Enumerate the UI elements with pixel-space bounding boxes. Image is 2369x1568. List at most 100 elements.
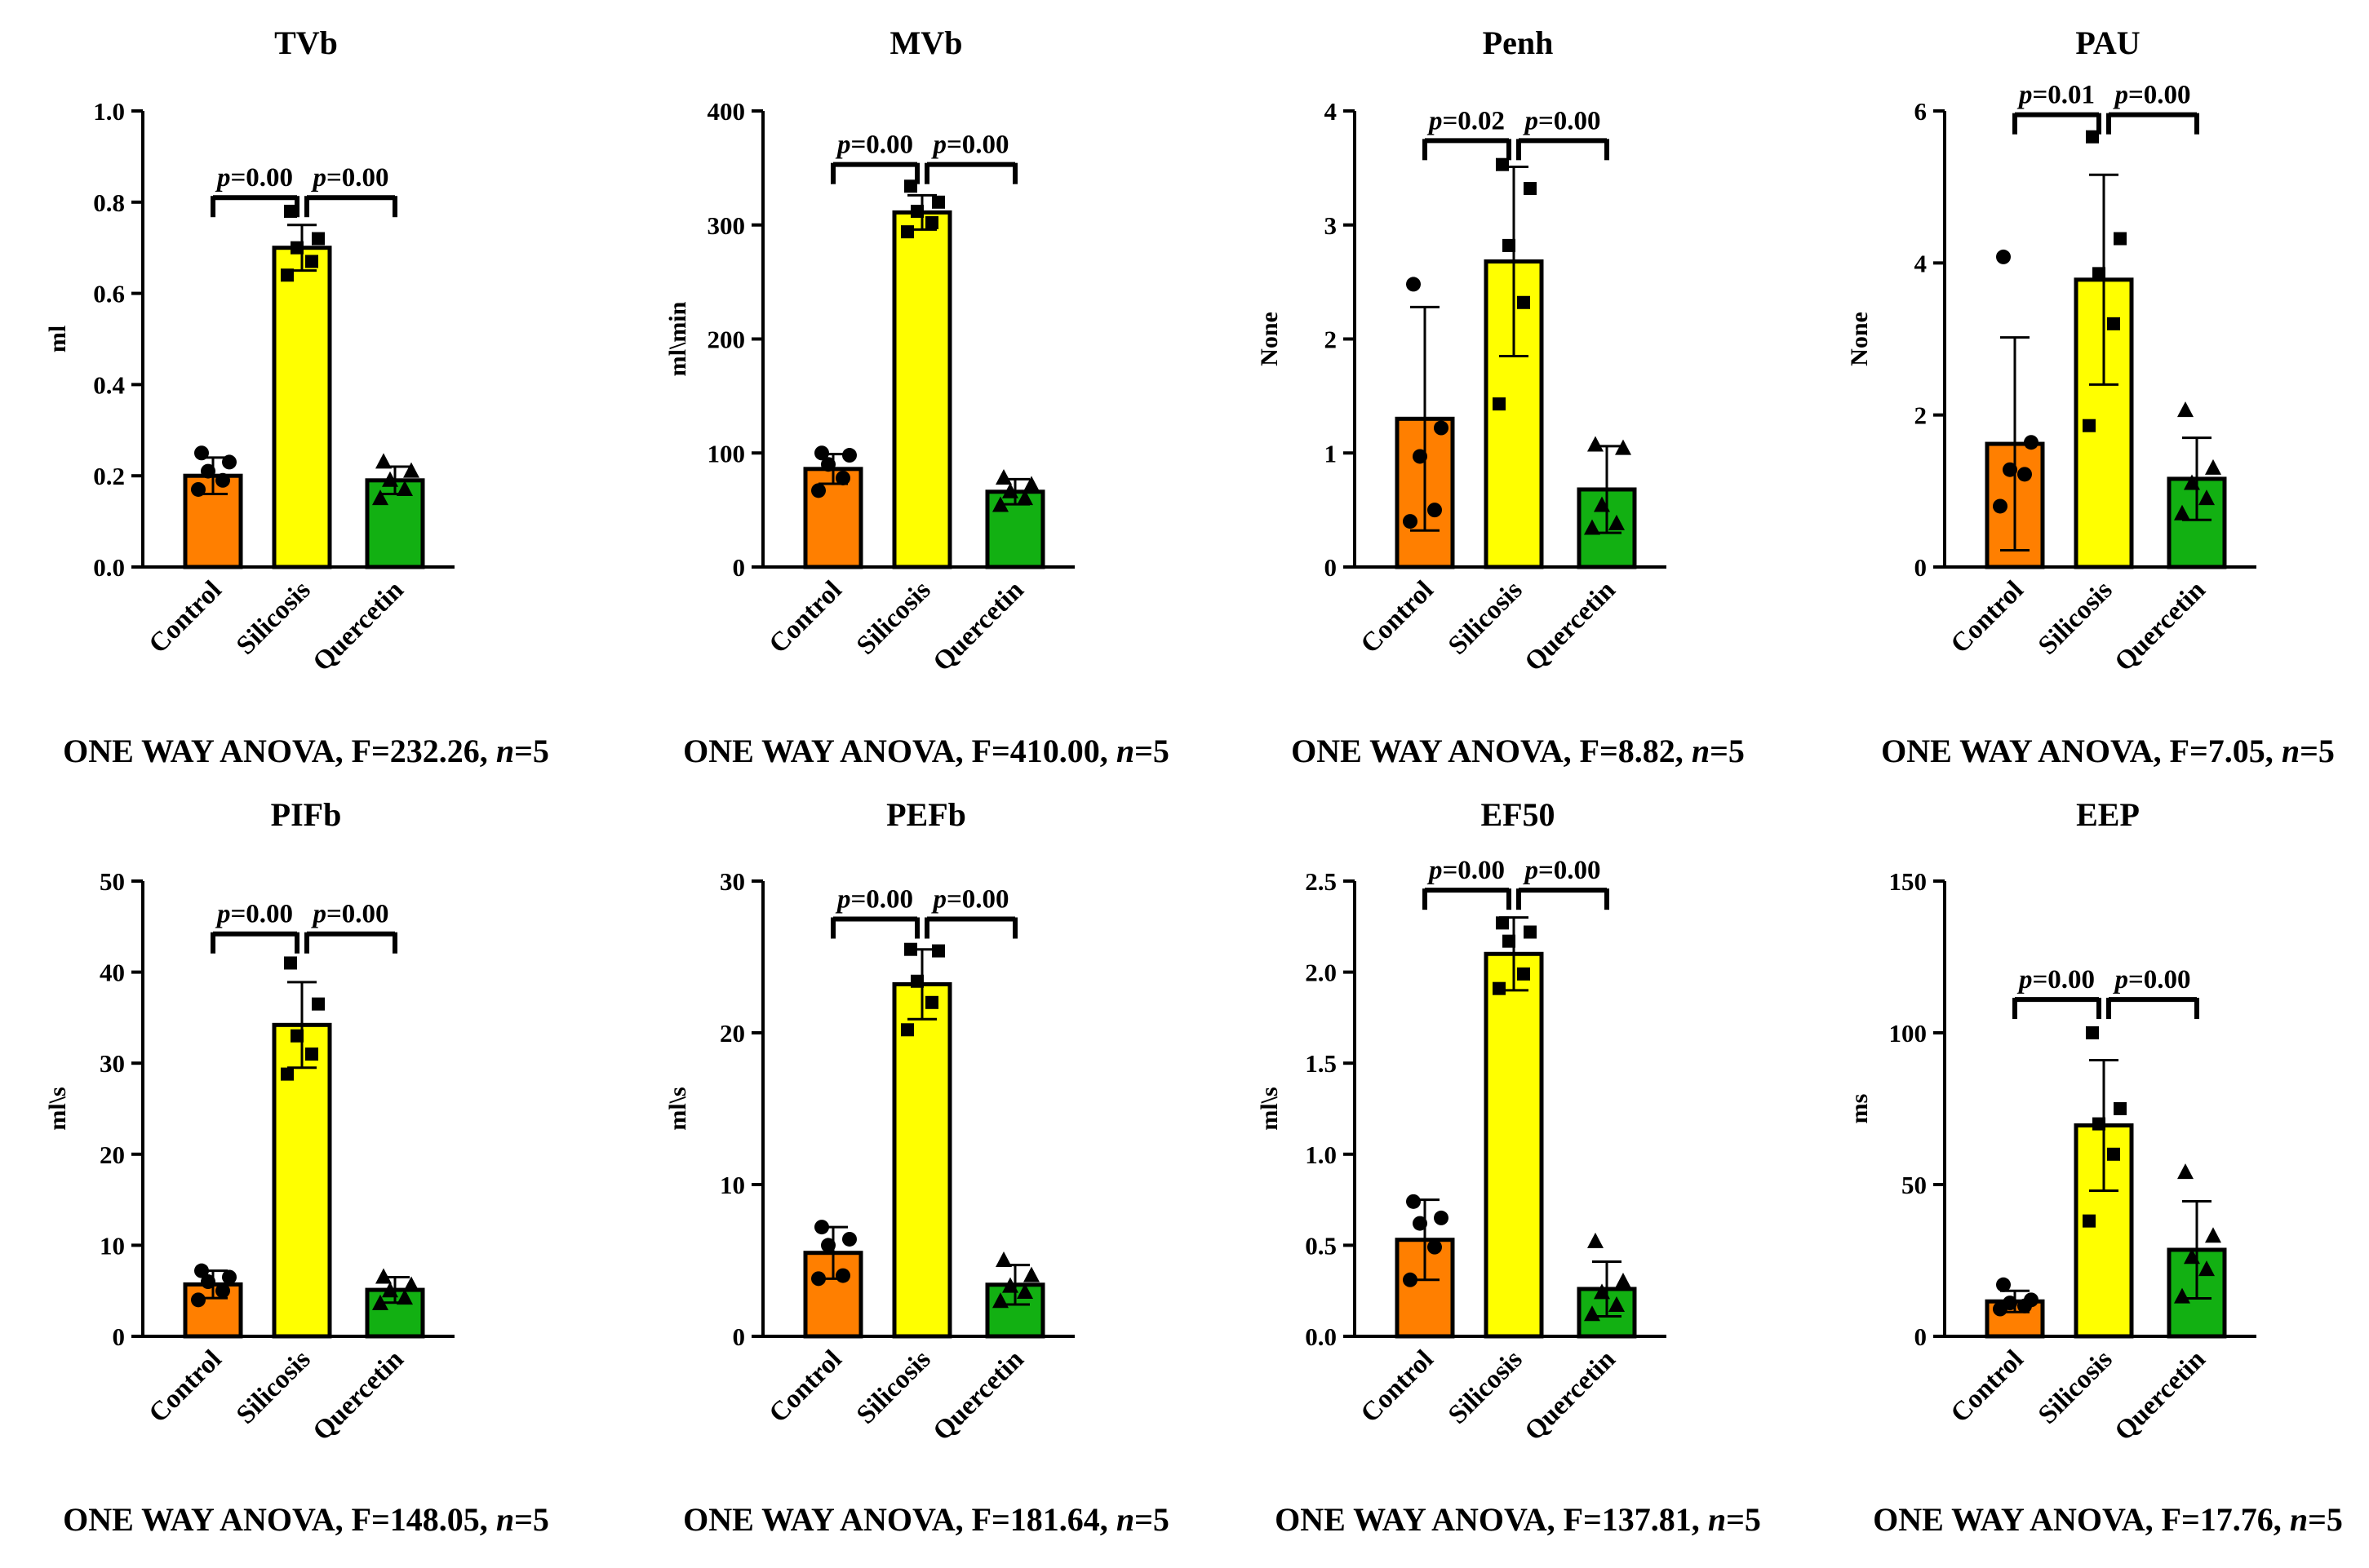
y-tick-label: 0 xyxy=(1324,553,1338,582)
data-point-triangle xyxy=(403,462,419,478)
significance-label: p=0.00 xyxy=(215,900,293,929)
data-point-circle xyxy=(1406,1194,1421,1209)
anova-caption-n-value: =5 xyxy=(514,1501,549,1538)
bar-silicosis xyxy=(272,246,332,569)
y-tick-label: 2 xyxy=(1324,326,1338,354)
y-axis-label: ml\min xyxy=(664,301,691,376)
data-point-triangle xyxy=(2198,489,2215,506)
y-tick-label: 50 xyxy=(1901,1171,1927,1199)
category-label: Silicosis xyxy=(2033,575,2118,661)
y-tick-label: 20 xyxy=(720,1019,745,1048)
y-tick-label: 0 xyxy=(113,1322,126,1351)
data-point-square xyxy=(1496,157,1509,171)
data-point-triangle xyxy=(372,1294,388,1310)
data-point-square xyxy=(904,942,917,956)
category-label: Quercetin xyxy=(308,575,410,677)
category-label: Control xyxy=(144,575,228,659)
significance-label: p=0.00 xyxy=(1426,856,1505,885)
data-point-circle xyxy=(842,1231,857,1247)
data-point-triangle xyxy=(1002,1277,1018,1293)
data-point-triangle xyxy=(1584,519,1600,535)
data-point-square xyxy=(1524,925,1537,939)
data-point-triangle xyxy=(382,1282,398,1298)
data-point-circle xyxy=(1403,514,1417,529)
y-tick-label: 2.5 xyxy=(1305,867,1337,896)
data-point-square xyxy=(2086,1026,2099,1039)
y-tick-label: 20 xyxy=(100,1141,125,1169)
y-tick-label: 1.0 xyxy=(93,97,125,126)
data-point-circle xyxy=(1993,498,2007,514)
y-axis-label: ml\s xyxy=(44,1087,71,1130)
y-tick-label: 200 xyxy=(708,326,746,354)
y-tick-label: 100 xyxy=(708,439,746,467)
anova-caption-text: ONE WAY ANOVA, F=7.05, xyxy=(1881,733,2282,769)
data-point-circle xyxy=(814,445,829,461)
y-axis-label: ml xyxy=(44,326,71,352)
data-point-triangle xyxy=(1584,1305,1600,1322)
data-point-circle xyxy=(1434,420,1448,436)
anova-caption: ONE WAY ANOVA, F=181.64, n=5 xyxy=(683,1501,1169,1538)
data-point-circle xyxy=(814,1220,829,1235)
data-point-triangle xyxy=(375,1268,392,1284)
anova-caption-n-value: =5 xyxy=(1134,1501,1169,1538)
data-point-square xyxy=(305,1048,318,1061)
data-point-circle xyxy=(194,1263,209,1278)
data-point-circle xyxy=(194,445,209,461)
data-point-triangle xyxy=(1023,476,1040,492)
data-point-circle xyxy=(1434,1210,1448,1225)
chart-title: PAU xyxy=(2075,24,2140,61)
y-tick-label: 0.8 xyxy=(93,188,125,217)
data-point-square xyxy=(2114,1102,2127,1115)
significance-label: p=0.00 xyxy=(930,885,1009,915)
data-point-square xyxy=(2092,267,2105,281)
data-point-circle xyxy=(811,1271,826,1287)
data-point-circle xyxy=(836,1268,850,1283)
data-point-square xyxy=(2107,1147,2120,1161)
anova-caption-n: n xyxy=(1116,1501,1134,1538)
y-tick-label: 40 xyxy=(100,959,125,987)
category-label: Silicosis xyxy=(1443,1344,1528,1430)
anova-caption-n-value: =5 xyxy=(1710,733,1745,769)
anova-caption-text: ONE WAY ANOVA, F=232.26, xyxy=(63,733,496,769)
data-point-circle xyxy=(191,1292,206,1308)
category-label: Control xyxy=(1355,575,1440,659)
data-point-circle xyxy=(2003,1296,2017,1311)
chart-panel-pifb: PIFb ml\s 0 10 20 30 40 50 Control SilicosisQuerc… xyxy=(44,796,549,1538)
data-point-circle xyxy=(1406,277,1421,292)
data-point-square xyxy=(291,1029,304,1043)
data-point-triangle xyxy=(2184,474,2200,490)
data-point-circle xyxy=(1427,503,1442,518)
data-point-circle xyxy=(811,483,826,498)
data-point-triangle xyxy=(2174,504,2190,520)
data-point-triangle xyxy=(1587,436,1604,452)
chart-title: Penh xyxy=(1483,24,1554,61)
significance-label: p=0.00 xyxy=(215,163,293,193)
data-point-circle xyxy=(821,1238,836,1253)
data-point-triangle xyxy=(992,1292,1009,1309)
y-tick-label: 0.0 xyxy=(93,553,125,582)
bar-silicosis xyxy=(892,981,952,1339)
y-axis-label: ms xyxy=(1846,1094,1873,1124)
anova-caption-text: ONE WAY ANOVA, F=8.82, xyxy=(1291,733,1692,769)
data-point-square xyxy=(1496,916,1509,930)
category-label: Quercetin xyxy=(2109,575,2212,677)
data-point-circle xyxy=(222,1269,237,1285)
category-label: Quercetin xyxy=(2109,1344,2212,1446)
category-label: Silicosis xyxy=(851,575,937,661)
anova-caption: ONE WAY ANOVA, F=8.82, n=5 xyxy=(1291,733,1745,769)
y-tick-label: 30 xyxy=(720,867,745,896)
anova-caption-n: n xyxy=(2282,733,2300,769)
data-point-circle xyxy=(2003,462,2017,477)
data-point-circle xyxy=(2017,467,2032,482)
anova-caption-n-value: =5 xyxy=(514,733,549,769)
y-tick-label: 4 xyxy=(1914,249,1928,277)
anova-caption: ONE WAY ANOVA, F=17.76, n=5 xyxy=(1873,1501,2343,1538)
category-label: Control xyxy=(764,575,848,659)
data-point-square xyxy=(1517,295,1530,309)
data-point-circle xyxy=(1413,449,1427,464)
data-point-square xyxy=(2086,130,2099,144)
anova-caption-n-value: =5 xyxy=(2308,1501,2343,1538)
data-point-square xyxy=(901,1023,914,1037)
